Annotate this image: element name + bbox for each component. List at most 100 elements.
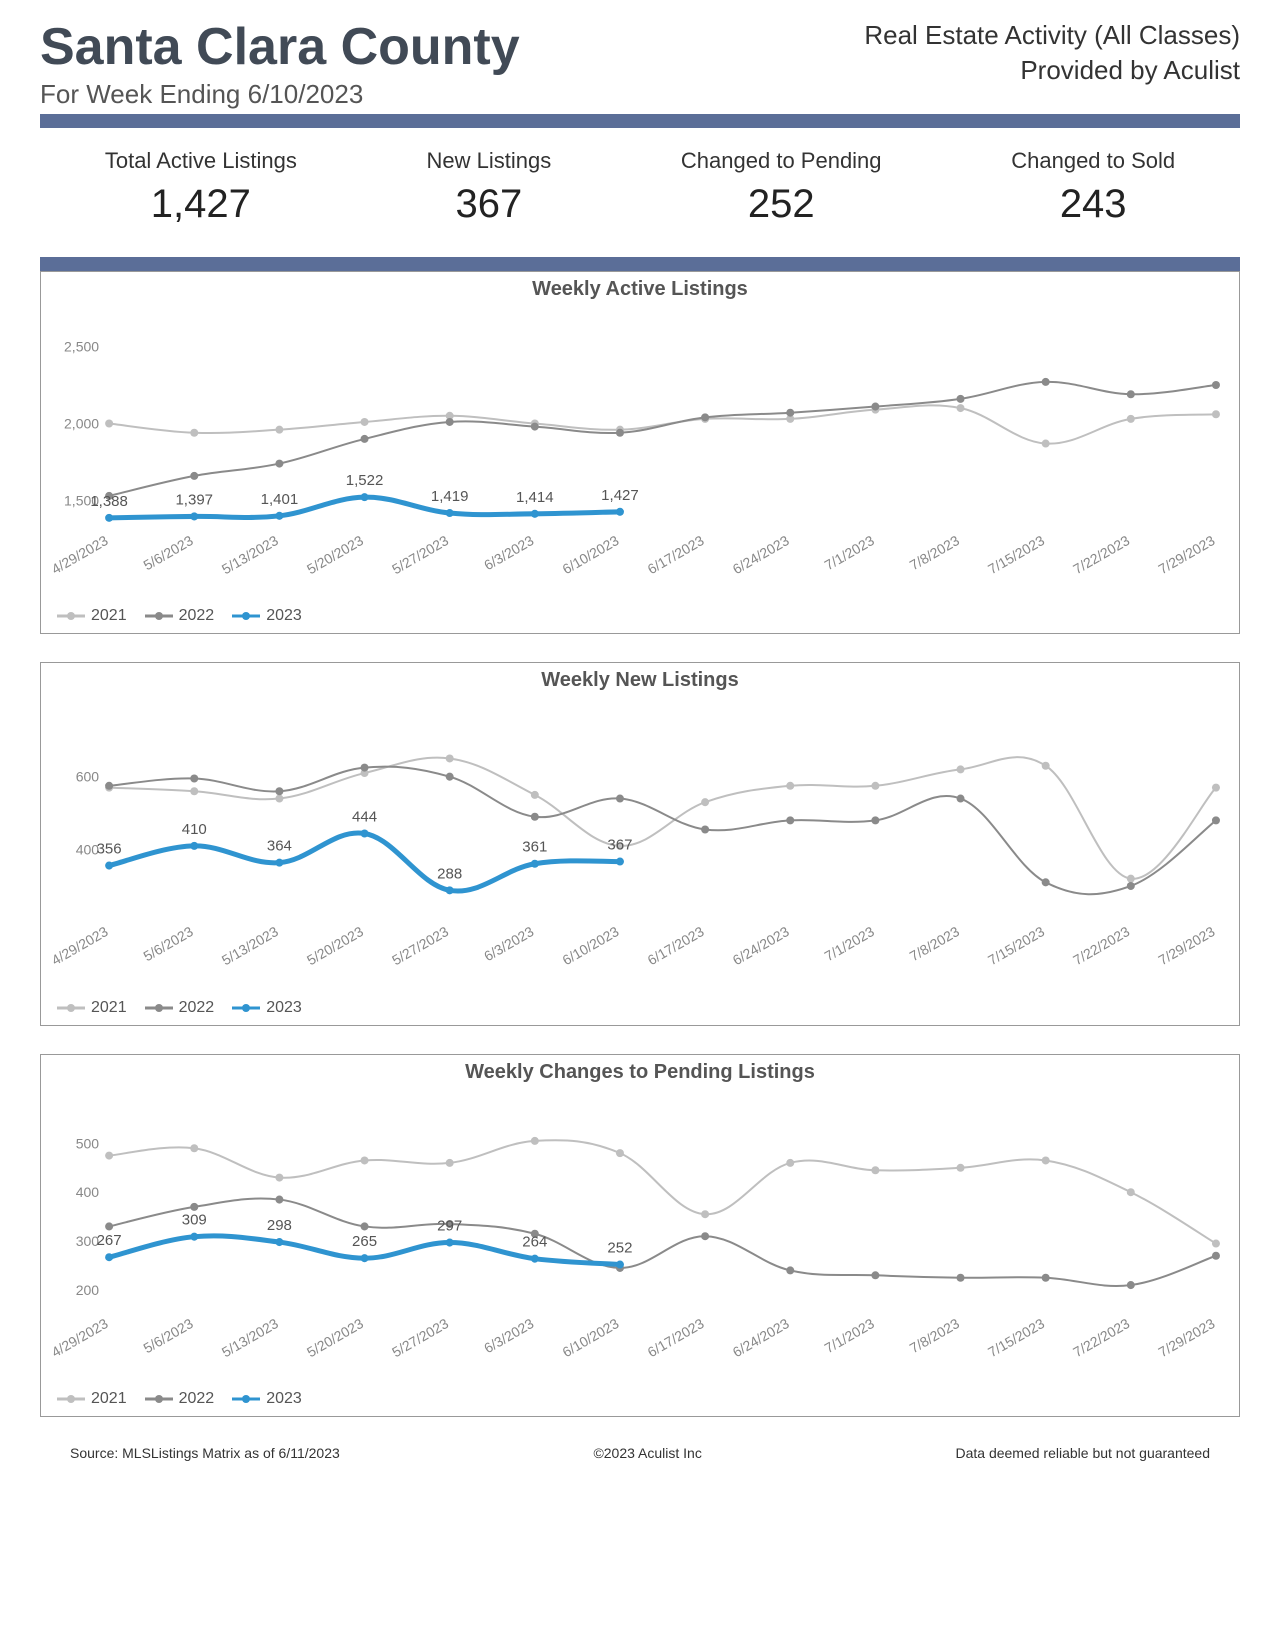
svg-text:6/24/2023: 6/24/2023 (730, 923, 792, 968)
svg-text:361: 361 (522, 839, 547, 856)
series-2021-marker (871, 1166, 879, 1174)
chart-container-pending: Weekly Changes to Pending Listings200300… (40, 1054, 1240, 1418)
chart-active: 1,5002,0002,5004/29/20235/6/20235/13/202… (49, 301, 1231, 602)
series-2022-marker (446, 773, 454, 781)
series-2022-marker (1042, 377, 1050, 385)
svg-text:2,000: 2,000 (64, 415, 99, 431)
svg-text:5/13/2023: 5/13/2023 (219, 532, 281, 577)
series-2021-marker (616, 1149, 624, 1157)
svg-text:5/6/2023: 5/6/2023 (141, 532, 196, 573)
svg-text:600: 600 (76, 769, 100, 785)
series-2021-marker (1212, 1239, 1220, 1247)
series-2021-marker (1127, 414, 1135, 422)
series-2021-marker (1127, 1188, 1135, 1196)
svg-text:6/17/2023: 6/17/2023 (645, 923, 707, 968)
svg-text:7/1/2023: 7/1/2023 (822, 1315, 877, 1356)
legend-item-2023: 2023 (232, 1390, 302, 1408)
series-2021-marker (786, 1158, 794, 1166)
series-2023-marker (361, 1254, 369, 1262)
series-2022-line (109, 767, 1216, 895)
series-2023-marker (446, 1238, 454, 1246)
series-2023-marker (616, 1260, 624, 1268)
series-2022-marker (361, 1222, 369, 1230)
footer-disclaimer: Data deemed reliable but not guaranteed (955, 1445, 1210, 1461)
series-2023-marker (446, 509, 454, 517)
svg-text:6/10/2023: 6/10/2023 (559, 1315, 621, 1360)
svg-text:1,388: 1,388 (90, 492, 128, 509)
metric-label: Total Active Listings (105, 148, 297, 174)
svg-text:5/13/2023: 5/13/2023 (219, 1315, 281, 1360)
svg-text:265: 265 (352, 1233, 377, 1250)
metric-card: Changed to Sold 243 (1011, 148, 1175, 227)
chart-title: Weekly New Listings (49, 669, 1231, 692)
legend-item-2022: 2022 (145, 607, 215, 625)
svg-text:5/20/2023: 5/20/2023 (304, 923, 366, 968)
series-2022-marker (190, 775, 198, 783)
series-2023-marker (446, 886, 454, 894)
series-2022-marker (701, 413, 709, 421)
svg-text:5/20/2023: 5/20/2023 (304, 532, 366, 577)
series-2021-marker (446, 755, 454, 763)
svg-text:7/15/2023: 7/15/2023 (985, 532, 1047, 577)
svg-text:7/8/2023: 7/8/2023 (907, 532, 962, 573)
legend-item-2023: 2023 (232, 607, 302, 625)
series-2022-marker (957, 394, 965, 402)
metric-card: Changed to Pending 252 (681, 148, 882, 227)
metric-value: 367 (427, 182, 552, 227)
series-2022-marker (1042, 878, 1050, 886)
svg-text:309: 309 (182, 1211, 207, 1228)
series-2021-marker (190, 428, 198, 436)
series-2022-marker (105, 1222, 113, 1230)
header-right-line1: Real Estate Activity (All Classes) (864, 20, 1240, 51)
svg-text:6/3/2023: 6/3/2023 (481, 1315, 536, 1356)
series-2023-marker (190, 842, 198, 850)
series-2023-marker (361, 830, 369, 838)
metric-value: 243 (1011, 182, 1175, 227)
svg-text:1,419: 1,419 (431, 488, 469, 505)
footer-source: Source: MLSListings Matrix as of 6/11/20… (70, 1445, 340, 1461)
series-2023-marker (275, 859, 283, 867)
series-2022-marker (871, 1271, 879, 1279)
legend-item-2021: 2021 (57, 607, 127, 625)
chart-container-active: Weekly Active Listings1,5002,0002,5004/2… (40, 271, 1240, 635)
series-2022-marker (701, 1232, 709, 1240)
series-2022-marker (616, 428, 624, 436)
svg-text:400: 400 (76, 1184, 100, 1200)
page-subtitle: For Week Ending 6/10/2023 (40, 79, 520, 110)
svg-text:4/29/2023: 4/29/2023 (49, 923, 111, 968)
metric-label: Changed to Pending (681, 148, 882, 174)
svg-text:7/22/2023: 7/22/2023 (1070, 532, 1132, 577)
svg-text:7/22/2023: 7/22/2023 (1070, 1315, 1132, 1360)
header-right-line2: Provided by Aculist (864, 55, 1240, 86)
series-2022-marker (531, 422, 539, 430)
svg-text:7/15/2023: 7/15/2023 (985, 1315, 1047, 1360)
svg-text:6/10/2023: 6/10/2023 (559, 923, 621, 968)
series-2023-marker (105, 862, 113, 870)
chart-legend: 2021 2022 2023 (49, 1384, 1231, 1412)
svg-text:367: 367 (607, 837, 632, 854)
svg-text:7/1/2023: 7/1/2023 (822, 923, 877, 964)
series-2022-marker (275, 459, 283, 467)
svg-text:444: 444 (352, 809, 377, 826)
series-2022-marker (871, 816, 879, 824)
svg-text:5/6/2023: 5/6/2023 (141, 1315, 196, 1356)
series-2022-marker (446, 418, 454, 426)
svg-text:1,522: 1,522 (346, 472, 384, 489)
series-2021-marker (786, 782, 794, 790)
svg-text:5/20/2023: 5/20/2023 (304, 1315, 366, 1360)
chart-legend: 2021 2022 2023 (49, 601, 1231, 629)
series-2021-marker (1042, 439, 1050, 447)
series-2022-marker (871, 402, 879, 410)
series-2022-marker (105, 782, 113, 790)
series-2022-marker (190, 1202, 198, 1210)
series-2021-marker (701, 798, 709, 806)
series-2023-marker (275, 511, 283, 519)
svg-text:200: 200 (76, 1282, 100, 1298)
svg-text:7/29/2023: 7/29/2023 (1155, 532, 1217, 577)
svg-text:6/24/2023: 6/24/2023 (730, 1315, 792, 1360)
series-2021-marker (957, 1163, 965, 1171)
series-2023-marker (105, 1253, 113, 1261)
svg-text:6/24/2023: 6/24/2023 (730, 532, 792, 577)
series-2021-marker (105, 419, 113, 427)
series-2022-marker (275, 1195, 283, 1203)
